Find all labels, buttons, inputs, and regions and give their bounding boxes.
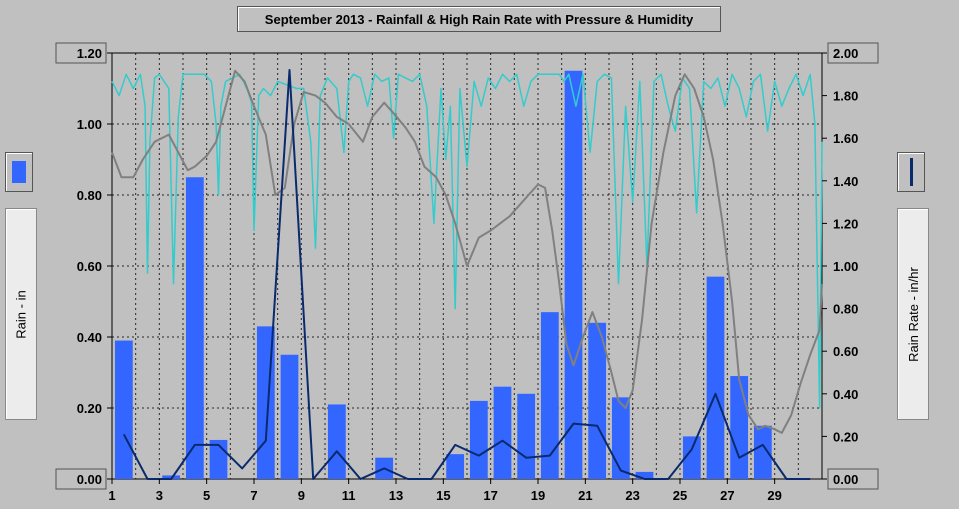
- left-tick-label: 0.80: [77, 188, 102, 203]
- rain-rate-swatch-icon: [909, 158, 913, 186]
- right-tick-label: 0.60: [833, 344, 858, 359]
- left-tick-label: 0.40: [77, 330, 102, 345]
- right-tick-label: 1.40: [833, 174, 858, 189]
- rain-bar: [730, 376, 749, 479]
- right-tick-label: 1.60: [833, 131, 858, 146]
- rain-bar: [635, 471, 654, 479]
- chart-title: September 2013 - Rainfall & High Rain Ra…: [237, 6, 721, 32]
- right-tick-label: 0.00: [833, 472, 858, 487]
- right-tick-label: 1.20: [833, 216, 858, 231]
- rain-bar: [280, 354, 299, 479]
- left-tick-label: 1.00: [77, 117, 102, 132]
- x-tick-label: 5: [203, 488, 210, 503]
- rain-bar: [493, 386, 512, 479]
- rain-rate-line: [122, 69, 811, 480]
- x-tick-label: 3: [156, 488, 163, 503]
- rain-bar: [706, 276, 725, 479]
- humidity-line: [111, 73, 823, 409]
- rain-bars: [114, 70, 772, 479]
- rain-swatch-icon: [12, 161, 26, 183]
- rain-bar: [114, 340, 133, 479]
- rain-bar: [469, 400, 488, 479]
- x-tick-label: 21: [578, 488, 592, 503]
- x-axis-ticks: 1 3 5 7 9 11 13 15 17 19 21 23 25 27 29: [108, 479, 782, 503]
- right-axis-label-box: Rain Rate - in/hr: [897, 208, 929, 420]
- rain-bar: [185, 177, 204, 479]
- x-tick-label: 29: [767, 488, 781, 503]
- x-tick-label: 1: [108, 488, 115, 503]
- x-tick-label: 27: [720, 488, 734, 503]
- right-tick-label: 0.80: [833, 302, 858, 317]
- left-tick-label: 0.00: [77, 472, 102, 487]
- x-tick-label: 9: [298, 488, 305, 503]
- rain-legend-swatch: [5, 152, 33, 192]
- left-tick-label: 0.20: [77, 401, 102, 416]
- rain-bar: [753, 425, 772, 479]
- left-tick-label: 1.20: [77, 46, 102, 61]
- right-tick-label-box: [827, 468, 879, 490]
- x-tick-label: 13: [389, 488, 403, 503]
- left-axis-label-box: Rain - in: [5, 208, 37, 420]
- right-tick-label: 1.80: [833, 89, 858, 104]
- x-tick-label: 11: [342, 488, 356, 503]
- rain-bar: [327, 404, 346, 479]
- right-tick-label: 0.20: [833, 429, 858, 444]
- right-tick-label: 2.00: [833, 46, 858, 61]
- x-tick-label: 15: [436, 488, 450, 503]
- pressure-series: [111, 69, 823, 434]
- rain-rate-legend-swatch: [897, 152, 925, 192]
- rain-bar: [588, 322, 607, 479]
- left-axis-ticks: 0.00 0.20 0.40 0.60 0.80 1.00 1.20: [55, 42, 112, 490]
- x-tick-label: 19: [531, 488, 545, 503]
- rain-bar: [564, 70, 583, 479]
- right-tick-label: 1.00: [833, 259, 858, 274]
- rain-bar: [540, 312, 559, 479]
- left-tick-label: 0.60: [77, 259, 102, 274]
- right-axis-ticks: 0.00 0.20 0.40 0.60 0.80 1.00 1.20 1.40 1.60 1.80…: [822, 42, 879, 490]
- humidity-series: [111, 73, 823, 409]
- rain-bar: [162, 475, 181, 479]
- x-tick-label: 17: [483, 488, 497, 503]
- rain-bar: [517, 393, 536, 479]
- left-tick-label-box: [55, 468, 107, 490]
- rain-bar: [611, 397, 630, 479]
- x-tick-label: 23: [625, 488, 639, 503]
- rain-bar: [682, 436, 701, 479]
- x-tick-label: 25: [673, 488, 687, 503]
- right-tick-label-box: [827, 42, 879, 64]
- right-tick-label: 0.40: [833, 387, 858, 402]
- pressure-line: [111, 69, 823, 434]
- rain-rate-series: [122, 69, 811, 480]
- rain-bar: [446, 454, 465, 479]
- x-tick-label: 7: [250, 488, 257, 503]
- left-tick-label-box: [55, 42, 107, 64]
